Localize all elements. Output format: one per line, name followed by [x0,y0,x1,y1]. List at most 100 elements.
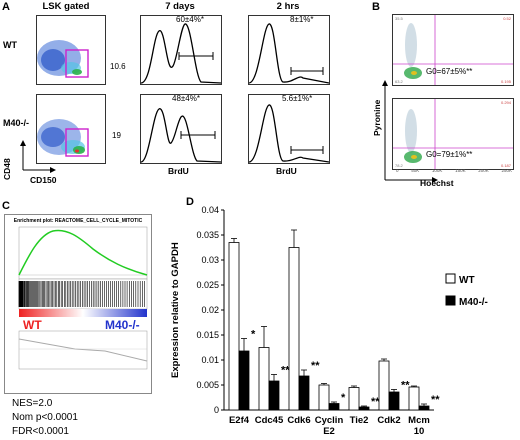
category-label: Cdk6 [287,415,310,426]
gsea-enrichment-plot: Enrichment plot: REACTOME_CELL_CYCLE_MIT… [4,214,152,394]
brdu-7d-stat-m40: 48±4%* [172,94,200,103]
gsea-label-wt: WT [23,318,42,332]
significance-mark: ** [311,360,320,372]
gate-value-m40: 19 [112,131,121,140]
y-tick-label: 0.02 [201,305,219,315]
tick-label: 250K [501,168,512,173]
tick-label: 0 [396,168,399,173]
scatter-cloud [37,40,89,78]
dot-plot [393,99,513,169]
bar-m40 [388,391,400,411]
axis-arrows [20,140,56,173]
panel-label-a: A [2,1,10,13]
quadrant-br-wt: 0.195 [500,79,511,84]
g0-stat-m40: G0=79±1%** [426,150,473,159]
tick-label: 100K [431,168,443,173]
quadrant-tr-wt: 0.52 [503,16,511,21]
gsea-fdr: FDR<0.0001 [12,426,69,437]
significance-mark: * [251,329,256,341]
expression-bar-chart: 0 0.005 0.01 0.015 0.02 0.025 0.03 0.035 0.04 * E2… [196,205,488,437]
bar-wt [348,387,360,411]
category-label: Mcm [408,415,430,426]
header-7-days: 7 days [165,1,195,12]
y-tick-label: 0 [214,405,219,415]
lsk-scatter-m40 [36,94,106,164]
y-tick-label: 0.015 [196,330,219,340]
y-tick-label: 0.025 [196,280,219,290]
lsk-scatter-wt [36,15,106,85]
brdu-hist-2h-m40 [248,94,330,164]
bar-wt [258,347,270,411]
row-label-m40: M40-/- [3,118,30,128]
category-label: E2 [323,426,335,437]
gsea-label-m40: M40-/- [105,318,140,332]
pyronine-axis-arrows [382,80,438,183]
panel-label-d: D [186,196,194,208]
header-2-hrs: 2 hrs [276,1,300,12]
significance-mark: ** [401,380,410,392]
panel-label-c: C [2,200,10,212]
scatter-cloud [37,119,89,157]
brdu-2h-stat-wt: 8±1%* [290,15,314,24]
quadrant-bl-wt: 63.2 [395,79,403,84]
bar-wt [318,384,330,411]
quadrant-br-m40: 0.187 [500,163,511,168]
x-axis-label-hoechst: Hoechst [420,178,454,188]
brdu-2h-stat-m40: 5.6±1%* [282,94,313,103]
bar-m40 [238,350,250,411]
panel-label-b: B [372,1,380,13]
category-label: E2f4 [229,415,250,426]
bar-m40 [268,380,280,411]
legend-label: WT [459,275,475,286]
significance-mark: * [341,392,346,404]
brdu-hist-7d-m40 [140,94,222,164]
bar-m40 [358,406,370,411]
significance-mark: ** [371,396,380,408]
tick-label: 200K [478,168,489,173]
gsea-nom-p: Nom p<0.0001 [12,412,78,423]
quadrant-tl-wt: 35.5 [395,16,403,21]
pyronine-plot-wt: 35.5 0.52 63.2 0.195 [392,14,514,86]
bar-wt [408,386,420,411]
x-axis-label-brdu-7d: BrdU [168,166,189,176]
histogram-curve [249,23,329,84]
significance-mark: ** [281,365,290,377]
bar-wt [288,247,300,411]
gsea-nes: NES=2.0 [12,398,53,409]
category-label: Cdc45 [255,415,284,426]
category-label: Tie2 [350,415,369,426]
category-label: 10 [414,426,425,437]
gsea-title: Enrichment plot: REACTOME_CELL_CYCLE_MIT… [13,218,143,224]
legend-swatch [445,295,456,306]
significance-mark: ** [431,394,440,406]
y-tick-label: 0.005 [196,380,219,390]
g0-stat-wt: G0=67±5%** [426,67,473,76]
y-tick-label: 0.01 [201,355,219,365]
bar-wt [378,360,390,411]
hoechst-ticks: 0 50K 100K 150K 200K 250K [396,168,512,173]
dot-plot [393,15,513,85]
y-tick-label: 0.04 [201,205,219,215]
category-label: Cdk2 [377,415,400,426]
legend-label: M40-/- [459,297,488,308]
tick-label: 150K [455,168,466,173]
y-tick-label: 0.035 [196,230,219,240]
header-lsk-gated: LSK gated [42,1,90,12]
brdu-7d-stat-wt: 60±4%* [176,15,204,24]
brdu-hist-7d-wt [140,15,222,85]
y-axis-label-pyronine: Pyronine [372,99,382,136]
bar-m40 [418,405,430,411]
quadrant-tr-m40: 0.294 [500,100,511,105]
y-tick-label: 0.03 [201,255,219,265]
tick-label: 50K [411,168,420,173]
histogram-curve [141,23,221,84]
brdu-hist-2h-wt [248,15,330,85]
pyronine-plot-m40: 0.294 78.2 0.187 [392,98,514,170]
bar-m40 [328,403,340,411]
bar-wt [228,242,240,411]
histogram-curve [141,108,221,163]
gate-value-wt: 10.6 [110,62,126,71]
quadrant-bl-m40: 78.2 [395,163,403,168]
y-axis-label-cd48: CD48 [2,158,12,180]
x-axis-label-brdu-2h: BrdU [276,166,297,176]
